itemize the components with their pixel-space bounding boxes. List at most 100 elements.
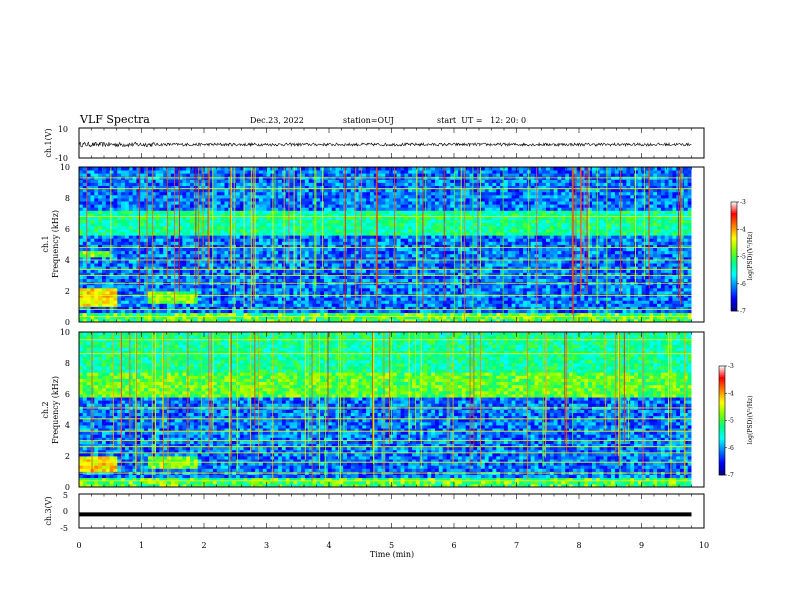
spectrogram-cell <box>170 263 176 267</box>
spectrogram-cell <box>523 232 528 236</box>
spectrogram-cell <box>278 303 283 307</box>
spectrogram-cell <box>507 318 512 323</box>
spectrogram-cell <box>404 306 409 310</box>
spectrogram-cell <box>304 253 310 258</box>
spectrogram-cell <box>569 297 574 301</box>
spectrogram-cell <box>442 291 447 295</box>
spectrogram-cell <box>174 238 179 242</box>
spectrogram-cell <box>507 238 512 242</box>
spectrogram-cell <box>262 260 267 264</box>
spectrogram-cell <box>622 238 627 242</box>
spectrogram-cell <box>170 318 176 323</box>
spectrogram-cell <box>488 300 493 304</box>
spectrogram-cell <box>396 278 401 283</box>
spectrogram-cell <box>270 241 275 245</box>
spectrogram-cell <box>358 284 363 289</box>
spectrogram-cell <box>163 263 168 267</box>
spectrogram-cell <box>159 269 164 273</box>
spectrogram-cell <box>144 266 149 270</box>
spectrogram-cell <box>262 284 267 289</box>
spectrogram-cell <box>488 272 493 276</box>
spectrogram-cell <box>324 269 329 273</box>
spectrogram-cell <box>526 278 532 283</box>
spectrogram-cell <box>664 287 669 292</box>
spectrogram-cell <box>668 278 673 283</box>
spectrogram-cell <box>109 260 114 264</box>
spectrogram-cell <box>542 241 547 245</box>
spectrogram-cell <box>117 306 122 310</box>
spectrogram-cell <box>136 300 141 304</box>
spectrogram-cell <box>304 318 310 323</box>
spectrogram-cell <box>385 291 390 295</box>
spectrogram-cell <box>389 303 394 307</box>
spectrogram-cell <box>354 250 359 255</box>
spectrogram-cell <box>607 266 612 270</box>
spectrogram-cell <box>236 269 241 273</box>
spectrogram-cell <box>155 272 160 276</box>
spectrogram-cell <box>102 303 107 307</box>
spectrogram-cell <box>274 315 279 320</box>
spectrogram-cell <box>102 225 107 230</box>
spectrogram-cell <box>653 287 658 292</box>
spectrogram-cell <box>159 272 164 276</box>
spectrogram-cell <box>278 253 283 258</box>
spectrogram-cell <box>561 315 566 320</box>
spectrogram-cell <box>289 300 294 304</box>
spectrogram-cell <box>481 250 486 255</box>
spectrogram-cell <box>530 232 535 236</box>
spectrogram-cell <box>82 266 87 270</box>
spectrogram-cell <box>239 241 244 245</box>
spectrogram-cell <box>147 287 153 292</box>
spectrogram-cell <box>546 263 551 267</box>
spectrogram-cell <box>611 241 616 245</box>
ch1-waveform-panel: 10 -10 ch.1(V) <box>44 125 705 163</box>
spectrogram-cell <box>603 266 608 270</box>
spectrogram-cell <box>595 303 600 307</box>
spectrogram-cell <box>408 297 413 301</box>
spectrogram-cell <box>136 238 141 242</box>
spectrogram-cell <box>113 287 118 292</box>
spectrogram-cell <box>492 284 497 289</box>
spectrogram-cell <box>649 309 654 314</box>
spectrogram-cell <box>519 300 524 304</box>
spectrogram-cell <box>442 309 447 314</box>
spectrogram-cell <box>247 256 252 261</box>
spectrogram-cell <box>660 238 666 242</box>
spectrogram-cell <box>542 266 547 270</box>
spectrogram-cell <box>676 315 681 320</box>
spectrogram-cell <box>415 312 421 317</box>
spectrogram-cell <box>511 247 516 252</box>
spectrogram-cell <box>113 225 118 230</box>
spectrogram-cell <box>113 263 118 267</box>
spectrogram-cell <box>324 225 329 230</box>
spectrogram-cell <box>239 253 244 258</box>
spectrogram-cell <box>599 303 604 307</box>
spectrogram-cell <box>258 309 264 314</box>
spectrogram-cell <box>102 297 107 301</box>
spectrogram-cell <box>515 247 520 252</box>
spectrogram-cell <box>385 253 390 258</box>
spectrogram-cell <box>415 284 421 289</box>
spectrogram-cell <box>339 263 344 267</box>
spectrogram-cell <box>664 241 669 245</box>
spectrogram-cell <box>182 266 187 270</box>
spectrogram-cell <box>641 241 646 245</box>
spectrogram-cell <box>565 309 570 314</box>
spectrogram-cell <box>614 238 620 242</box>
spectrogram-cell <box>369 284 375 289</box>
spectrogram-cell <box>546 312 551 317</box>
spectrogram-cell <box>660 260 666 264</box>
spectrogram-cell <box>553 309 558 314</box>
spectrogram-cell <box>435 250 440 255</box>
spectrogram-cell <box>396 247 401 252</box>
spectrogram-cell <box>630 275 635 279</box>
spectrogram-cell <box>155 318 160 323</box>
spectrogram-cell <box>626 235 631 239</box>
spectrogram-cell <box>354 291 359 295</box>
spectrogram-cell <box>270 272 275 276</box>
spectrogram-cell <box>683 269 688 273</box>
spectrogram-cell <box>637 250 643 255</box>
spectrogram-cell <box>484 318 489 323</box>
spectrogram-cell <box>435 300 440 304</box>
spectrogram-cell <box>144 235 149 239</box>
